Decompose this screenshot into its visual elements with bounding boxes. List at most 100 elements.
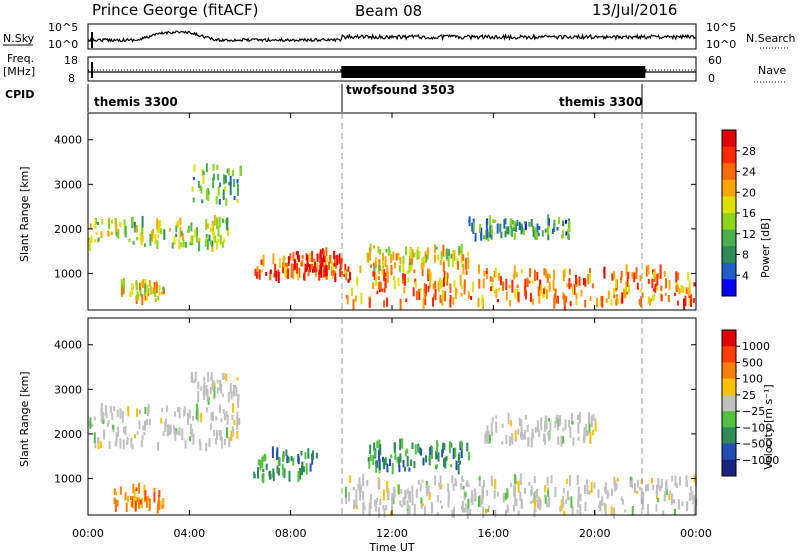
- echo-cell: [547, 498, 550, 504]
- echo-cell: [486, 228, 489, 239]
- echo-cell: [141, 215, 144, 228]
- echo-cell: [493, 290, 496, 294]
- echo-cell: [367, 457, 370, 462]
- date-title: 13/Jul/2016: [592, 1, 677, 19]
- echo-cell: [183, 410, 186, 417]
- echo-cell: [368, 461, 371, 469]
- echo-cell: [454, 477, 457, 486]
- echo-cell: [281, 463, 284, 470]
- echo-cell: [379, 498, 382, 505]
- echo-cell: [545, 269, 548, 278]
- echo-cell: [390, 264, 393, 276]
- echo-cell: [577, 414, 579, 421]
- echo-cell: [299, 468, 302, 480]
- echo-cell: [414, 278, 417, 284]
- echo-cell: [216, 217, 218, 230]
- echo-cell: [135, 487, 138, 491]
- echo-cell: [448, 249, 450, 257]
- echo-cell: [318, 270, 321, 275]
- echo-cell: [551, 228, 554, 234]
- echo-cell: [369, 493, 372, 500]
- echo-cell: [140, 235, 143, 246]
- echo-cell: [219, 379, 222, 391]
- x-axis-label: Time UT: [368, 541, 414, 554]
- echo-cell: [625, 281, 627, 293]
- echo-cell: [568, 220, 571, 233]
- echo-cell: [406, 448, 409, 454]
- echo-cell: [221, 393, 224, 398]
- echo-cell: [397, 255, 400, 260]
- echo-cell: [158, 490, 161, 497]
- echo-cell: [234, 385, 237, 390]
- echo-cell: [343, 274, 346, 278]
- echo-cell: [174, 433, 177, 441]
- echo-cell: [435, 246, 438, 250]
- echo-cell: [427, 274, 430, 282]
- echo-cell: [629, 480, 632, 488]
- echo-cell: [198, 238, 201, 242]
- echo-cell: [451, 509, 454, 518]
- echo-cell: [354, 501, 357, 509]
- echo-cell: [605, 298, 608, 303]
- echo-cell: [521, 500, 524, 509]
- echo-cell: [468, 219, 471, 223]
- echo-cell: [547, 432, 550, 441]
- echo-cell: [404, 466, 406, 472]
- echo-cell: [217, 174, 220, 181]
- echo-cell: [237, 183, 239, 196]
- echo-cell: [121, 411, 124, 423]
- echo-cell: [566, 478, 569, 484]
- echo-cell: [637, 479, 640, 488]
- echo-cell: [230, 390, 233, 400]
- echo-cell: [497, 272, 500, 281]
- echo-cell: [530, 485, 533, 495]
- echo-cell: [509, 482, 512, 487]
- echo-cell: [540, 421, 543, 430]
- echo-cell: [499, 223, 502, 233]
- echo-cell: [229, 185, 232, 196]
- echo-cell: [168, 424, 171, 436]
- echo-cell: [216, 387, 219, 394]
- echo-cell: [628, 284, 631, 294]
- echo-cell: [385, 249, 388, 253]
- echo-cell: [449, 283, 452, 293]
- echo-cell: [479, 500, 482, 508]
- echo-cell: [669, 490, 672, 495]
- echo-cell: [173, 425, 176, 432]
- echo-cell: [613, 477, 616, 486]
- echo-cell: [316, 253, 319, 262]
- colorbar-tick: −500: [742, 438, 772, 451]
- echo-cell: [416, 249, 419, 260]
- echo-cell: [531, 428, 534, 437]
- y-tick-label: 4000: [54, 339, 82, 352]
- colorbar-swatch: [722, 330, 736, 347]
- echo-cell: [144, 283, 147, 295]
- echo-cell: [604, 504, 607, 515]
- echo-cell: [315, 268, 318, 273]
- echo-cell: [544, 228, 547, 233]
- echo-cell: [657, 497, 660, 503]
- echo-cell: [467, 252, 470, 257]
- echo-cell: [615, 299, 618, 306]
- echo-cell: [274, 263, 277, 274]
- echo-cell: [122, 439, 125, 450]
- echo-cell: [369, 257, 372, 261]
- echo-cell: [132, 240, 135, 245]
- echo-cell: [212, 163, 215, 171]
- echo-cell: [108, 440, 111, 449]
- echo-cell: [334, 272, 337, 283]
- echo-cell: [344, 270, 347, 278]
- echo-cell: [373, 265, 376, 273]
- echo-cell: [422, 298, 425, 309]
- echo-cell: [212, 177, 215, 189]
- echo-cell: [586, 485, 589, 495]
- colorbar-swatch: [722, 362, 736, 380]
- echo-cell: [590, 481, 593, 494]
- echo-cell: [110, 231, 113, 235]
- echo-cell: [650, 298, 653, 302]
- echo-cell: [136, 497, 139, 503]
- echo-cell: [504, 492, 507, 501]
- echo-cell: [677, 272, 680, 281]
- echo-cell: [376, 290, 379, 295]
- echo-cell: [149, 286, 152, 295]
